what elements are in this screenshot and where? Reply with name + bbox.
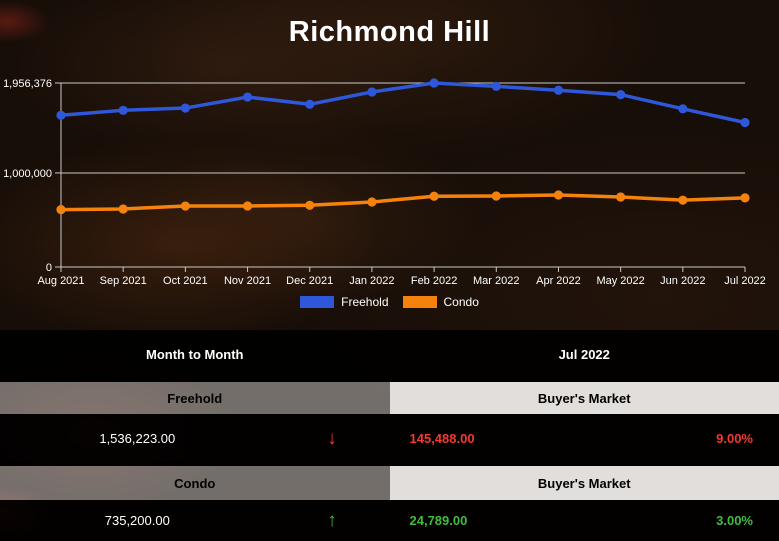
data-point-condo: [367, 197, 377, 207]
data-point-freehold: [553, 85, 564, 95]
x-axis-label: Dec 2021: [286, 275, 333, 287]
x-axis-label: Jun 2022: [660, 275, 705, 287]
condo-change-percent: 3.00%: [716, 513, 753, 528]
data-point-condo: [118, 204, 128, 214]
y-axis-label: 1,000,000: [3, 168, 52, 180]
data-point-condo: [616, 192, 626, 202]
chart-legend: Freehold Condo: [0, 295, 779, 309]
comparison-table: Month to Month Jul 2022 Freehold Buyer's…: [0, 330, 779, 541]
freehold-values-row: 1,536,223.00 ↓ 145,488.00 9.00%: [0, 414, 779, 462]
x-axis-label: Sep 2021: [100, 275, 147, 287]
x-axis-label: Apr 2022: [536, 275, 581, 287]
data-point-condo: [305, 200, 315, 210]
freehold-change-amount: 145,488.00: [409, 430, 475, 446]
data-point-condo: [678, 195, 688, 205]
data-point-condo: [491, 191, 501, 201]
data-point-freehold: [616, 90, 626, 100]
current-month-header: Jul 2022: [558, 346, 610, 362]
freehold-change-percent: 9.00%: [716, 430, 753, 446]
data-point-freehold: [491, 81, 501, 91]
data-point-freehold: [429, 78, 439, 88]
condo-price: 735,200.00: [104, 513, 170, 528]
data-point-condo: [553, 190, 564, 200]
data-point-condo: [180, 201, 190, 211]
month-to-month-header: Month to Month: [146, 346, 244, 362]
condo-swatch-icon: [402, 296, 437, 308]
freehold-price: 1,536,223.00: [99, 430, 176, 446]
arrow-down-icon: ↓: [327, 427, 337, 449]
data-point-freehold: [740, 117, 750, 128]
data-point-freehold: [56, 110, 66, 120]
price-trend-chart: 1,956,376 1,000,000 0 Aug 2021 Sep 2021 Oct 2…: [0, 60, 779, 295]
x-axis-label: Jul 2022: [724, 275, 766, 287]
data-point-freehold: [242, 92, 253, 102]
legend-label-freehold: Freehold: [341, 295, 389, 309]
freehold-type-cell: Freehold: [0, 382, 390, 414]
x-axis-label: Mar 2022: [473, 275, 519, 287]
series-line-freehold: [59, 81, 747, 125]
x-axis-label: Nov 2021: [224, 275, 271, 287]
series-line-condo: [59, 193, 747, 212]
x-axis-label: Feb 2022: [411, 275, 457, 287]
y-axis-label: 0: [46, 262, 52, 274]
data-point-condo: [242, 201, 253, 211]
data-point-condo: [740, 193, 750, 203]
x-axis-label: May 2022: [596, 275, 644, 287]
data-point-condo: [429, 191, 439, 201]
legend-label-condo: Condo: [443, 295, 479, 309]
freehold-swatch-icon: [300, 296, 335, 308]
condo-market-status: Buyer's Market: [389, 466, 779, 500]
freehold-header-row: Freehold Buyer's Market: [0, 378, 779, 414]
condo-change-amount: 24,789.00: [409, 513, 468, 528]
data-point-freehold: [180, 103, 190, 113]
x-axis-label: Aug 2021: [37, 275, 84, 287]
data-point-freehold: [118, 105, 128, 115]
condo-header-row: Condo Buyer's Market: [0, 462, 779, 500]
condo-type-cell: Condo: [0, 466, 390, 500]
x-axis-label: Jan 2022: [349, 275, 394, 287]
data-point-freehold: [678, 104, 688, 114]
legend-item-freehold: Freehold: [300, 295, 389, 309]
page-title: Richmond Hill: [288, 16, 491, 48]
data-point-freehold: [367, 87, 377, 97]
period-header-row: Month to Month Jul 2022: [0, 330, 779, 378]
data-point-freehold: [305, 99, 315, 109]
legend-item-condo: Condo: [402, 295, 479, 309]
condo-values-row: 735,200.00 ↑ 24,789.00 3.00%: [0, 500, 779, 541]
data-point-condo: [56, 205, 66, 215]
x-axis-label: Oct 2021: [163, 275, 208, 287]
y-axis-label: 1,956,376: [3, 78, 52, 90]
freehold-market-status: Buyer's Market: [389, 382, 779, 414]
arrow-up-icon: ↑: [327, 510, 337, 531]
